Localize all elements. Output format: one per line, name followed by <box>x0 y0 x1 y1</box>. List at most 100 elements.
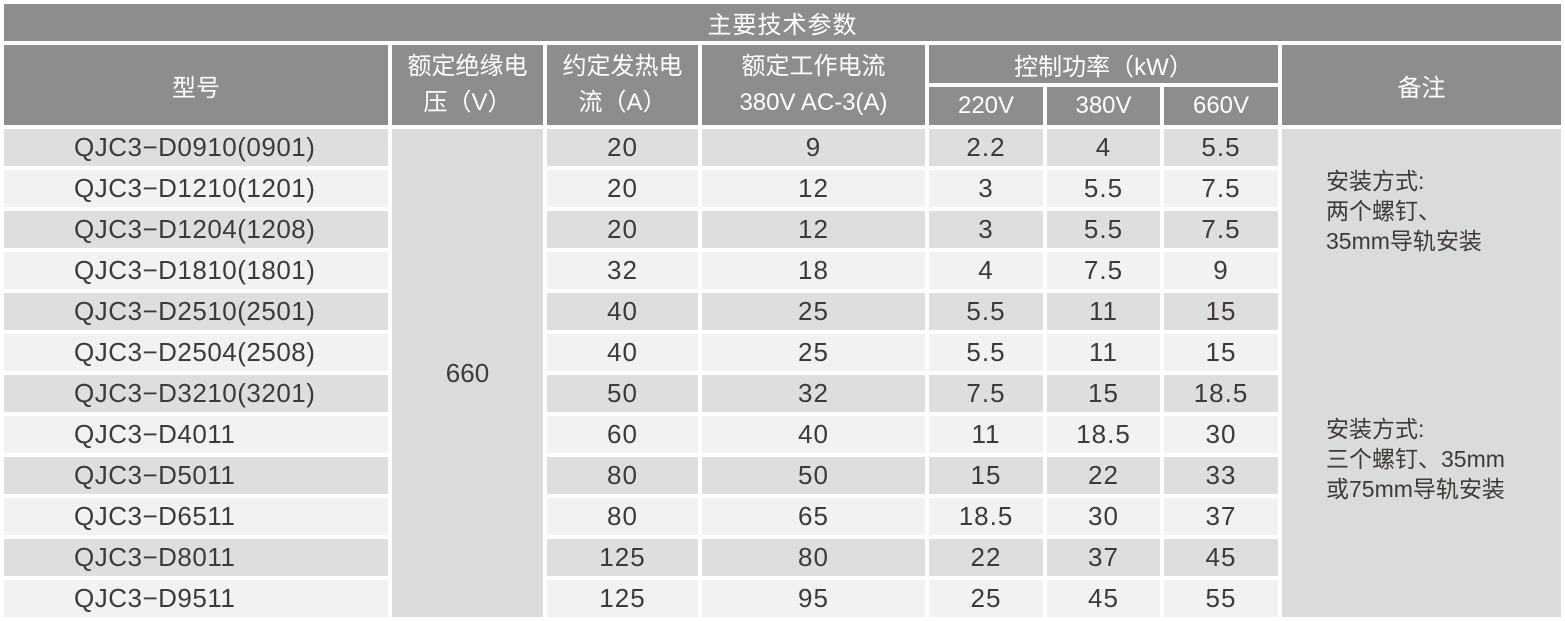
col-header-insulation-voltage: 额定绝缘电 压（V） <box>392 45 543 125</box>
col-header-control-power: 控制功率（kW） <box>929 45 1278 83</box>
power-380v-cell: 45 <box>1047 580 1160 617</box>
power-220v-cell: 2.2 <box>929 129 1043 166</box>
table-row: QJC3−D1810(1801) 32 18 4 7.5 9 <box>4 252 1561 289</box>
table-row: QJC3−D1204(1208) 20 12 3 5.5 7.5 <box>4 211 1561 248</box>
col-header-660v: 660V <box>1164 87 1278 125</box>
col-header-thermal-current: 约定发热电 流（A） <box>547 45 698 125</box>
power-220v-cell: 18.5 <box>929 498 1043 535</box>
thermal-current-cell: 40 <box>547 334 698 371</box>
power-220v-cell: 22 <box>929 539 1043 576</box>
col-header-working-current: 额定工作电流 380V AC-3(A) <box>702 45 925 125</box>
model-cell: QJC3−D1204(1208) <box>4 211 388 248</box>
col-header-model: 型号 <box>4 45 388 125</box>
power-380v-cell: 22 <box>1047 457 1160 494</box>
table-title: 主要技术参数 <box>4 4 1561 41</box>
remark-block-2: 安装方式: 三个螺钉、35mm 或75mm导轨安装 <box>1326 416 1505 502</box>
power-660v-cell: 37 <box>1164 498 1278 535</box>
table-row: QJC3−D5011 80 50 15 22 33 <box>4 457 1561 494</box>
thermal-current-cell: 20 <box>547 170 698 207</box>
power-220v-cell: 5.5 <box>929 334 1043 371</box>
remark-block-1: 安装方式: 两个螺钉、 35mm导轨安装 <box>1326 168 1482 254</box>
power-380v-cell: 15 <box>1047 375 1160 412</box>
power-220v-cell: 25 <box>929 580 1043 617</box>
power-380v-cell: 18.5 <box>1047 416 1160 453</box>
power-660v-cell: 5.5 <box>1164 129 1278 166</box>
model-cell: QJC3−D5011 <box>4 457 388 494</box>
working-current-cell: 12 <box>702 211 925 248</box>
power-380v-cell: 5.5 <box>1047 170 1160 207</box>
working-current-cell: 65 <box>702 498 925 535</box>
power-380v-cell: 4 <box>1047 129 1160 166</box>
table-row: QJC3−D8011 125 80 22 37 45 <box>4 539 1561 576</box>
thermal-current-cell: 32 <box>547 252 698 289</box>
col-header-380v: 380V <box>1047 87 1160 125</box>
model-cell: QJC3−D6511 <box>4 498 388 535</box>
thermal-current-cell: 125 <box>547 539 698 576</box>
power-220v-cell: 4 <box>929 252 1043 289</box>
power-380v-cell: 37 <box>1047 539 1160 576</box>
thermal-current-cell: 60 <box>547 416 698 453</box>
power-660v-cell: 15 <box>1164 334 1278 371</box>
working-current-cell: 25 <box>702 334 925 371</box>
power-380v-cell: 11 <box>1047 293 1160 330</box>
table-row: QJC3−D6511 80 65 18.5 30 37 <box>4 498 1561 535</box>
table-row: QJC3−D9511 125 95 25 45 55 <box>4 580 1561 617</box>
working-current-cell: 50 <box>702 457 925 494</box>
working-current-cell: 9 <box>702 129 925 166</box>
power-220v-cell: 11 <box>929 416 1043 453</box>
power-220v-cell: 7.5 <box>929 375 1043 412</box>
power-660v-cell: 7.5 <box>1164 211 1278 248</box>
power-660v-cell: 33 <box>1164 457 1278 494</box>
power-660v-cell: 18.5 <box>1164 375 1278 412</box>
model-cell: QJC3−D2504(2508) <box>4 334 388 371</box>
power-220v-cell: 3 <box>929 170 1043 207</box>
power-380v-cell: 11 <box>1047 334 1160 371</box>
model-cell: QJC3−D4011 <box>4 416 388 453</box>
power-660v-cell: 9 <box>1164 252 1278 289</box>
model-cell: QJC3−D0910(0901) <box>4 129 388 166</box>
header-row-2: 220V 380V 660V <box>4 87 1561 125</box>
col-header-remarks: 备注 <box>1282 45 1561 125</box>
power-380v-cell: 30 <box>1047 498 1160 535</box>
power-220v-cell: 3 <box>929 211 1043 248</box>
model-cell: QJC3−D2510(2501) <box>4 293 388 330</box>
col-header-220v: 220V <box>929 87 1043 125</box>
model-cell: QJC3−D3210(3201) <box>4 375 388 412</box>
thermal-current-cell: 80 <box>547 457 698 494</box>
model-cell: QJC3−D1210(1201) <box>4 170 388 207</box>
working-current-cell: 18 <box>702 252 925 289</box>
insulation-voltage-cell: 660 <box>392 129 543 617</box>
working-current-cell: 25 <box>702 293 925 330</box>
table-row: QJC3−D2510(2501) 40 25 5.5 11 15 <box>4 293 1561 330</box>
working-current-cell: 32 <box>702 375 925 412</box>
working-current-cell: 12 <box>702 170 925 207</box>
table-row: QJC3−D2504(2508) 40 25 5.5 11 15 <box>4 334 1561 371</box>
power-380v-cell: 5.5 <box>1047 211 1160 248</box>
power-660v-cell: 45 <box>1164 539 1278 576</box>
header-row-1: 型号 额定绝缘电 压（V） 约定发热电 流（A） 额定工作电流 380V AC-… <box>4 45 1561 125</box>
model-cell: QJC3−D1810(1801) <box>4 252 388 289</box>
power-660v-cell: 30 <box>1164 416 1278 453</box>
table-row: QJC3−D4011 60 40 11 18.5 30 <box>4 416 1561 453</box>
thermal-current-cell: 50 <box>547 375 698 412</box>
power-660v-cell: 55 <box>1164 580 1278 617</box>
model-cell: QJC3−D8011 <box>4 539 388 576</box>
thermal-current-cell: 40 <box>547 293 698 330</box>
power-660v-cell: 7.5 <box>1164 170 1278 207</box>
power-380v-cell: 7.5 <box>1047 252 1160 289</box>
title-row: 主要技术参数 <box>4 4 1561 41</box>
power-660v-cell: 15 <box>1164 293 1278 330</box>
remarks-cell: 安装方式: 两个螺钉、 35mm导轨安装 安装方式: 三个螺钉、35mm 或75… <box>1282 129 1561 617</box>
table-row: QJC3−D0910(0901) 660 20 9 2.2 4 5.5 安装方式… <box>4 129 1561 617</box>
power-220v-cell: 5.5 <box>929 293 1043 330</box>
working-current-cell: 80 <box>702 539 925 576</box>
thermal-current-cell: 125 <box>547 580 698 617</box>
thermal-current-cell: 20 <box>547 211 698 248</box>
table-row: QJC3−D3210(3201) 50 32 7.5 15 18.5 <box>4 375 1561 412</box>
model-cell: QJC3−D9511 <box>4 580 388 617</box>
power-220v-cell: 15 <box>929 457 1043 494</box>
working-current-cell: 95 <box>702 580 925 617</box>
thermal-current-cell: 80 <box>547 498 698 535</box>
thermal-current-cell: 20 <box>547 129 698 166</box>
